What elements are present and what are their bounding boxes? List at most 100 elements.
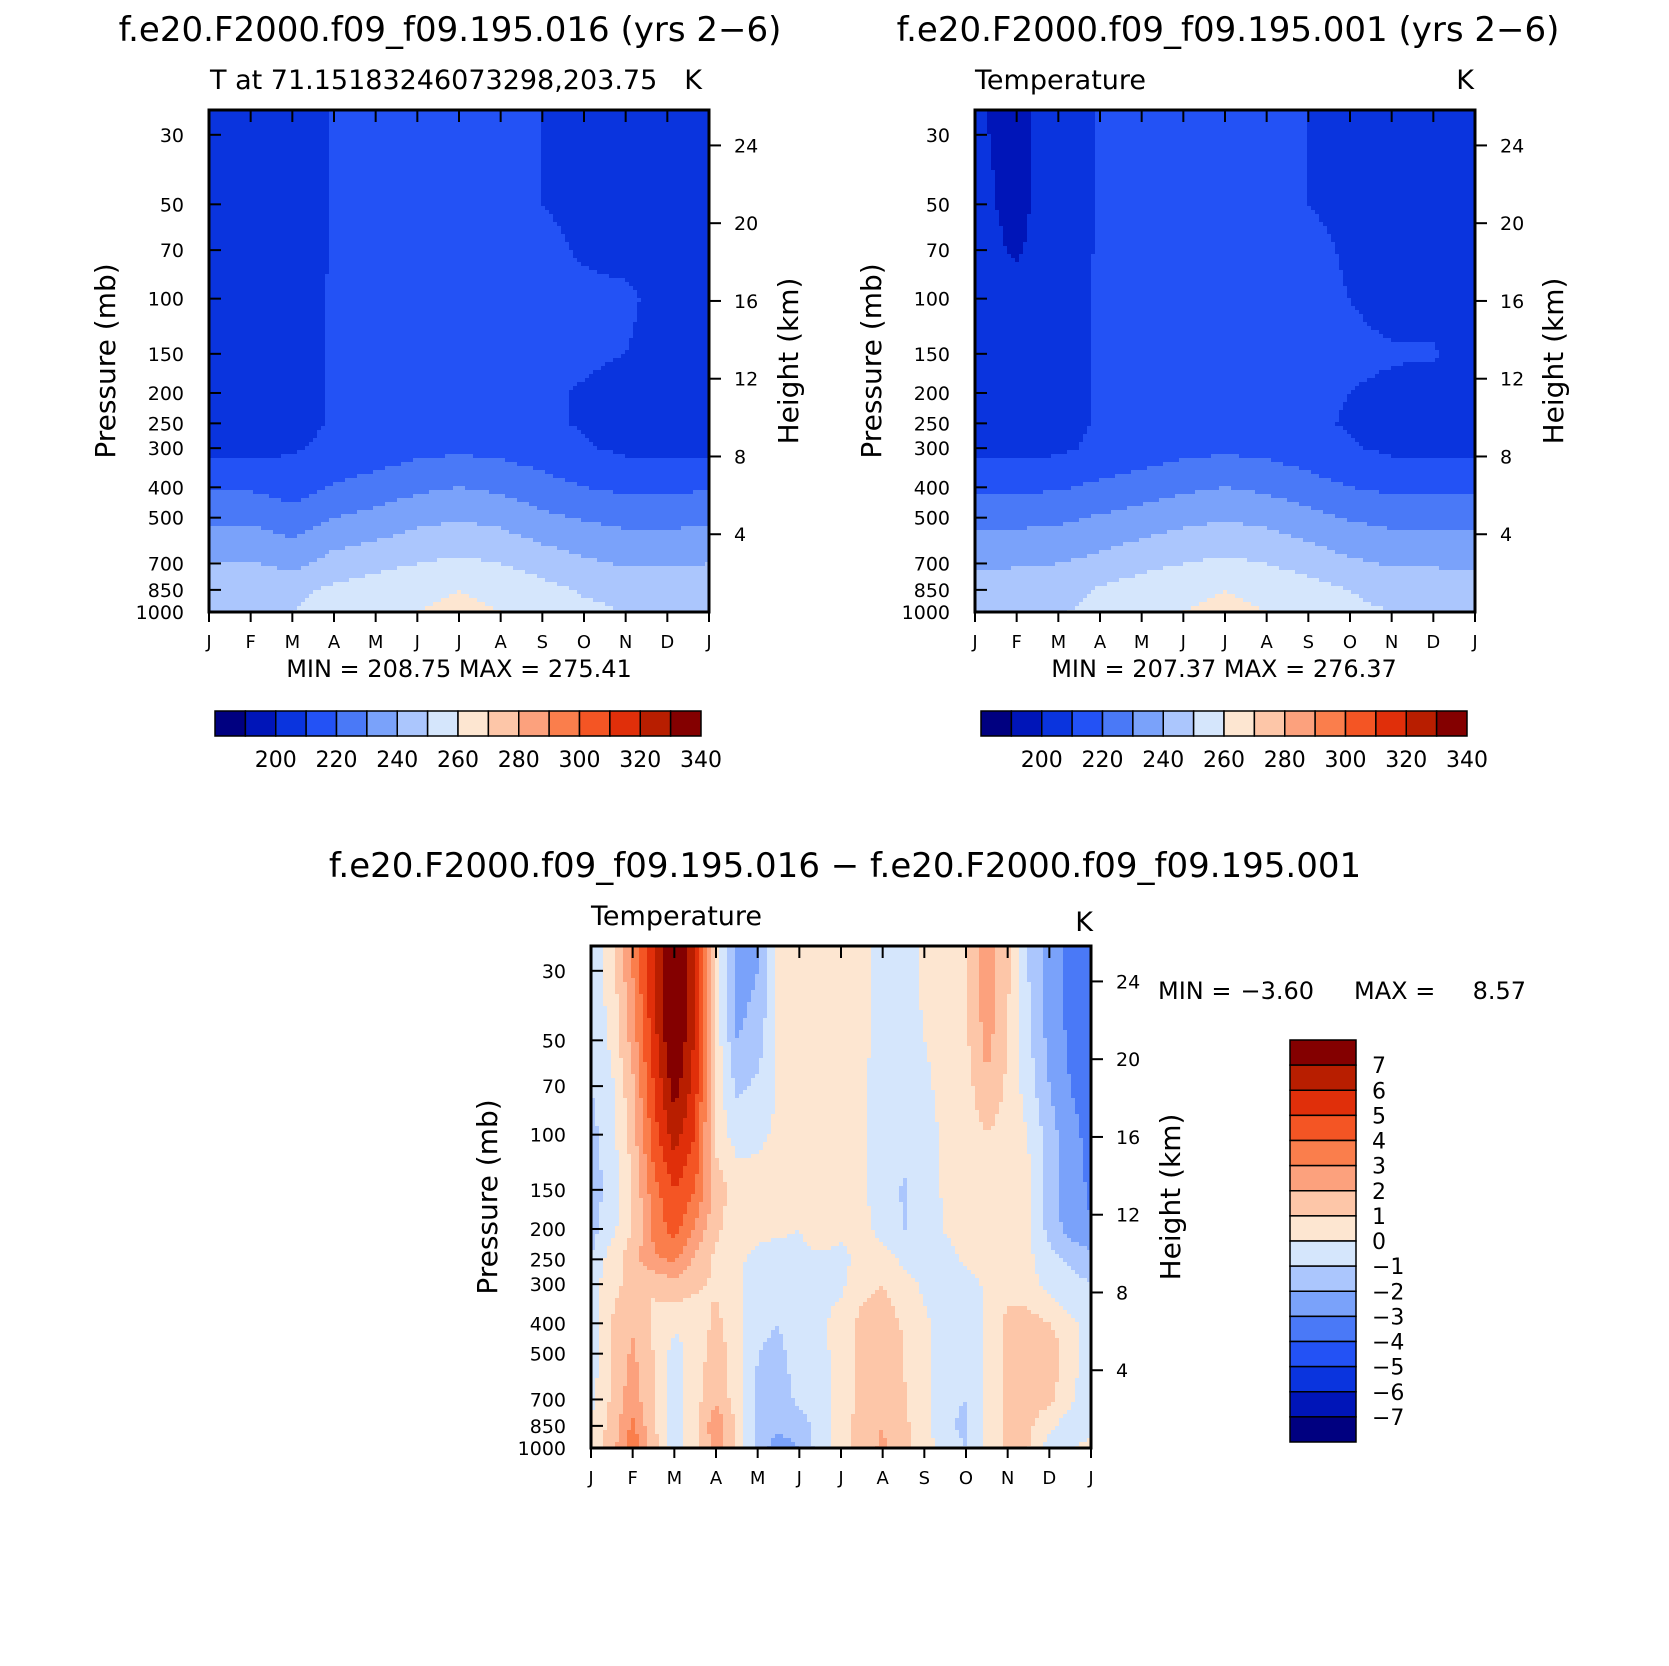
- contour-cell: [591, 1246, 596, 1251]
- contour-cell: [775, 1034, 872, 1039]
- contour-cell: [1031, 1178, 1044, 1183]
- contour-cell: [1095, 162, 1308, 167]
- colorbar-swatch: [1314, 710, 1347, 737]
- contour-cell: [975, 446, 1080, 451]
- contour-cell: [683, 1370, 704, 1375]
- contour-cell: [667, 1070, 684, 1075]
- contour-cell: [1055, 1330, 1080, 1335]
- contour-cell: [931, 1366, 984, 1371]
- contour-cell: [983, 1294, 1052, 1299]
- contour-cell: [1031, 182, 1096, 187]
- contour-cell: [707, 1006, 712, 1011]
- contour-cell: [675, 1258, 692, 1263]
- contour-cell: [975, 582, 1108, 587]
- contour-cell: [759, 962, 768, 967]
- contour-cell: [647, 1430, 656, 1435]
- contour-cell: [209, 530, 274, 535]
- contour-cell: [329, 190, 542, 195]
- contour-cell: [651, 1146, 664, 1151]
- contour-cell: [1031, 1034, 1044, 1039]
- contour-cell: [659, 1062, 668, 1067]
- contour-cell: [611, 1366, 628, 1371]
- contour-cell: [991, 1042, 1008, 1047]
- contour-cell: [631, 1338, 636, 1343]
- contour-cell: [703, 1190, 712, 1195]
- contour-cell: [907, 1410, 932, 1415]
- contour-cell: [209, 510, 358, 515]
- contour-cell: [727, 1366, 744, 1371]
- contour-cell: [707, 998, 712, 1003]
- contour-cell: [1031, 178, 1096, 183]
- contour-cell: [627, 1026, 636, 1031]
- contour-cell: [647, 1438, 660, 1443]
- contour-cell: [1043, 1018, 1064, 1023]
- contour-cell: [635, 1034, 644, 1039]
- contour-cell: [663, 998, 688, 1003]
- contour-cell: [1071, 1238, 1091, 1243]
- contour-cell: [651, 1150, 664, 1155]
- contour-cell: [907, 1390, 932, 1395]
- contour-cell: [619, 1034, 628, 1039]
- contour-cell: [581, 594, 709, 599]
- contour-cell: [651, 1138, 660, 1143]
- contour-cell: [867, 1194, 900, 1199]
- contour-cell: [831, 1366, 856, 1371]
- contour-cell: [619, 1154, 632, 1159]
- contour-cell: [931, 1330, 984, 1335]
- contour-cell: [603, 1266, 624, 1271]
- contour-cell: [1011, 962, 1020, 967]
- contour-cell: [635, 1094, 640, 1099]
- contour-cell: [1067, 1066, 1091, 1071]
- contour-cell: [903, 1346, 932, 1351]
- contour-cell: [655, 1002, 664, 1007]
- contour-cell: [599, 1166, 620, 1171]
- contour-cell: [711, 1122, 716, 1127]
- contour-cell: [599, 1214, 620, 1219]
- contour-cell: [955, 1250, 1032, 1255]
- contour-cell: [655, 1014, 664, 1019]
- contour-cell: [755, 974, 768, 979]
- contour-cell: [923, 1030, 968, 1035]
- contour-cell: [1027, 230, 1096, 235]
- contour-cell: [763, 1054, 776, 1059]
- contour-cell: [699, 1102, 708, 1107]
- contour-cell: [651, 1142, 660, 1147]
- contour-cell: [639, 1058, 644, 1063]
- contour-cell: [959, 1254, 1036, 1259]
- contour-cell: [1031, 114, 1096, 119]
- contour-cell: [1003, 1434, 1032, 1439]
- contour-cell: [719, 1158, 868, 1163]
- contour-cell: [1003, 1094, 1024, 1099]
- contour-cell: [855, 1406, 908, 1411]
- y-tick-label: 850: [530, 1416, 566, 1438]
- contour-cell: [1091, 390, 1352, 395]
- contour-cell: [711, 1418, 724, 1423]
- contour-cell: [637, 294, 709, 299]
- contour-cell: [663, 1146, 672, 1151]
- contour-cell: [975, 314, 1092, 319]
- contour-cell: [1071, 1090, 1091, 1095]
- contour-cell: [1063, 974, 1091, 979]
- contour-cell: [1091, 354, 1440, 359]
- contour-cell: [975, 422, 1092, 427]
- contour-cell: [899, 1194, 908, 1199]
- contour-cell: [591, 1218, 600, 1223]
- contour-cell: [655, 1398, 668, 1403]
- contour-cell: [899, 1322, 932, 1327]
- contour-cell: [603, 1442, 616, 1447]
- contour-cell: [979, 1006, 996, 1011]
- contour-cell: [1367, 522, 1475, 527]
- contour-cell: [771, 1438, 792, 1443]
- contour-cell: [787, 1354, 832, 1359]
- contour-cell: [1043, 1178, 1060, 1183]
- contour-cell: [1007, 1018, 1020, 1023]
- contour-cell: [1031, 150, 1096, 155]
- contour-cell: [903, 1338, 932, 1343]
- contour-cell: [541, 158, 709, 163]
- contour-cell: [715, 982, 720, 987]
- contour-cell: [655, 1018, 664, 1023]
- contour-cell: [643, 1118, 652, 1123]
- contour-cell: [1091, 282, 1344, 287]
- contour-cell: [847, 1282, 920, 1287]
- contour-cell: [707, 946, 712, 951]
